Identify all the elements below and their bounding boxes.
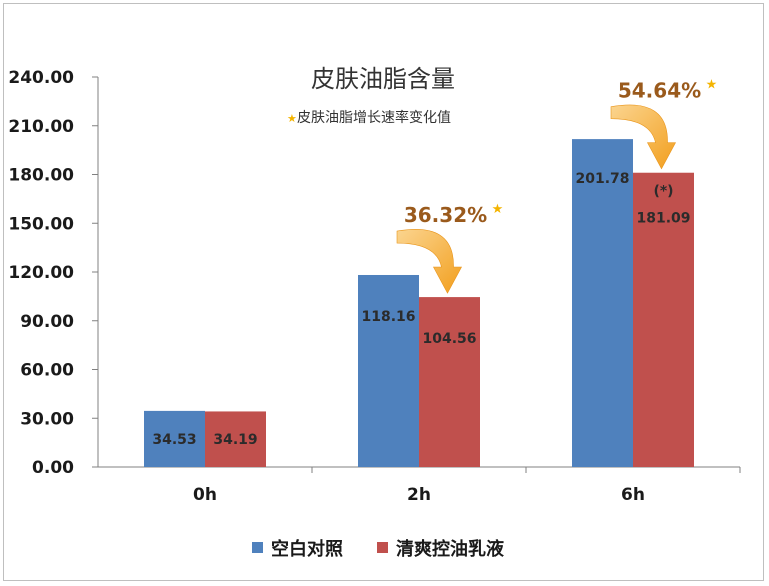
bar bbox=[205, 411, 266, 467]
growth-rate-label: 36.32% bbox=[404, 203, 487, 227]
significance-star: ★ bbox=[492, 202, 504, 217]
bar bbox=[358, 274, 419, 467]
y-tick-label: 240.00 bbox=[8, 68, 74, 88]
x-tick-label: 6h bbox=[621, 485, 645, 505]
data-label: 34.53 bbox=[152, 432, 196, 448]
bar bbox=[419, 297, 480, 467]
legend-label-emulsion: 清爽控油乳液 bbox=[396, 538, 505, 560]
legend-swatch-blank bbox=[252, 542, 263, 553]
legend-label-blank: 空白对照 bbox=[271, 538, 343, 560]
y-tick-label: 120.00 bbox=[8, 263, 74, 283]
legend: 空白对照 清爽控油乳液 bbox=[252, 538, 505, 560]
bar bbox=[144, 410, 205, 467]
legend-swatch-emulsion bbox=[377, 542, 388, 553]
chart-subtitle-group: ★ 皮肤油脂增长速率变化值 bbox=[287, 109, 451, 126]
data-label: 201.78 bbox=[575, 171, 629, 187]
growth-rate-label: 54.64% bbox=[618, 79, 701, 103]
y-tick-label: 150.00 bbox=[8, 214, 74, 234]
bar bbox=[633, 172, 694, 467]
x-tick-label: 0h bbox=[193, 485, 217, 505]
data-label: 104.56 bbox=[422, 331, 476, 347]
growth-arrow bbox=[396, 229, 463, 294]
significance-star: ★ bbox=[706, 78, 718, 93]
bar bbox=[572, 139, 633, 468]
y-tick-label: 60.00 bbox=[20, 361, 74, 381]
chart-title: 皮肤油脂含量 bbox=[311, 65, 455, 93]
y-tick-label: 180.00 bbox=[8, 166, 74, 186]
subtitle-star: ★ bbox=[287, 112, 297, 125]
y-tick-label: 30.00 bbox=[20, 409, 74, 429]
y-tick-label: 90.00 bbox=[20, 312, 74, 332]
growth-arrow bbox=[610, 104, 677, 170]
y-tick-label: 0.00 bbox=[32, 458, 74, 478]
data-label: 181.09 bbox=[636, 211, 690, 227]
x-tick-label: 2h bbox=[407, 485, 431, 505]
data-label: 118.16 bbox=[361, 309, 415, 325]
significance-marker: (*) bbox=[653, 184, 673, 200]
y-tick-label: 210.00 bbox=[8, 117, 74, 137]
chart-subtitle: 皮肤油脂增长速率变化值 bbox=[297, 109, 451, 126]
data-label: 34.19 bbox=[213, 432, 257, 448]
